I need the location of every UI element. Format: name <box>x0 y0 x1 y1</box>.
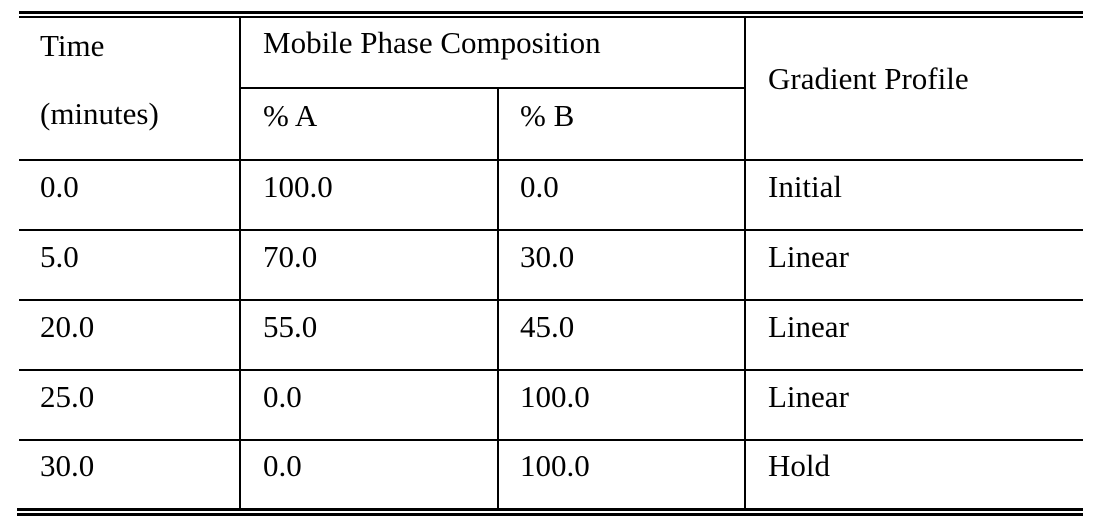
cell-percent-b: 0.0 <box>520 169 559 205</box>
cell-profile: Hold <box>768 448 830 484</box>
row-rule <box>19 369 1083 371</box>
cell-percent-b: 100.0 <box>520 448 590 484</box>
header-mobile-phase: Mobile Phase Composition <box>263 25 601 61</box>
cell-profile: Initial <box>768 169 842 205</box>
row-rule <box>19 229 1083 231</box>
header-percent-b: % B <box>520 98 574 134</box>
header-percent-a: % A <box>263 98 317 134</box>
header-time: Time <box>40 28 104 64</box>
header-gradient-profile: Gradient Profile <box>768 61 969 97</box>
subheader-rule <box>240 87 745 89</box>
cell-time: 0.0 <box>40 169 79 205</box>
cell-percent-b: 30.0 <box>520 239 574 275</box>
header-time-unit: (minutes) <box>40 96 159 132</box>
column-divider <box>744 18 746 509</box>
cell-time: 25.0 <box>40 379 94 415</box>
cell-percent-a: 100.0 <box>263 169 333 205</box>
cell-profile: Linear <box>768 239 849 275</box>
bottom-rule-inner <box>17 508 1083 511</box>
cell-time: 5.0 <box>40 239 79 275</box>
cell-time: 20.0 <box>40 309 94 345</box>
header-rule <box>19 159 1083 161</box>
column-divider <box>239 18 241 509</box>
column-divider <box>497 88 499 509</box>
row-rule <box>19 299 1083 301</box>
cell-profile: Linear <box>768 379 849 415</box>
cell-percent-a: 0.0 <box>263 379 302 415</box>
cell-percent-a: 70.0 <box>263 239 317 275</box>
bottom-rule <box>17 513 1083 516</box>
row-rule <box>19 439 1083 441</box>
cell-percent-b: 100.0 <box>520 379 590 415</box>
top-rule-inner <box>19 16 1083 18</box>
cell-percent-a: 0.0 <box>263 448 302 484</box>
cell-time: 30.0 <box>40 448 94 484</box>
cell-percent-a: 55.0 <box>263 309 317 345</box>
top-rule <box>19 11 1083 14</box>
cell-percent-b: 45.0 <box>520 309 574 345</box>
cell-profile: Linear <box>768 309 849 345</box>
